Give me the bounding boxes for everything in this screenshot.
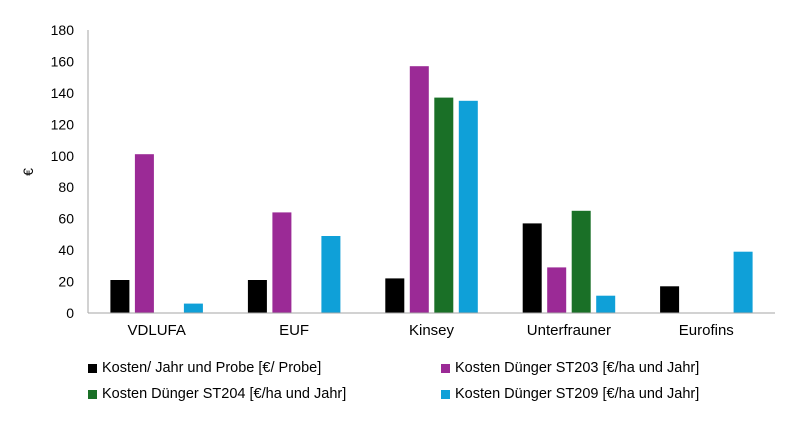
bar [110,280,130,313]
x-tick-label: Unterfrauner [527,322,611,339]
bar [434,97,454,313]
y-axis: 0 20 40 60 80 100 120 140 160 180 [51,22,89,321]
bar [272,212,292,313]
y-tick-label: 120 [51,116,75,132]
y-tick-label: 0 [66,305,74,321]
y-tick-label: 40 [58,242,74,258]
y-axis-label: € [20,168,36,176]
legend-item: Kosten Dünger ST209 [€/ha und Jahr] [441,386,699,402]
bar [596,295,616,313]
legend-label: Kosten Dünger ST209 [€/ha und Jahr] [455,386,700,402]
x-axis: VDLUFA EUF Kinsey Unterfrauner Eurofins [88,312,775,339]
bar [522,223,542,313]
bar [458,100,478,314]
y-tick-label: 160 [51,53,75,69]
bar [547,267,567,313]
legend-item: Kosten Dünger ST203 [€/ha und Jahr] [441,360,699,376]
bar [571,210,591,313]
y-tick-label: 180 [51,22,75,38]
y-tick-label: 100 [51,148,75,164]
bar [247,280,267,313]
legend-swatch [88,363,97,373]
legend-label: Kosten Dünger ST204 [€/ha und Jahr] [102,386,347,402]
y-tick-label: 140 [51,85,75,101]
bar [660,286,680,313]
bar [733,251,753,313]
legend-item: Kosten/ Jahr und Probe [€/ Probe] [88,360,321,376]
legend-swatch [88,389,97,399]
y-tick-label: 80 [58,179,74,195]
y-tick-label: 20 [58,274,74,290]
y-tick-label: 60 [58,211,74,227]
x-tick-label: Eurofins [679,322,734,339]
bar [183,303,203,313]
x-tick-label: VDLUFA [128,322,186,339]
bars [110,66,753,314]
bar [385,278,405,313]
x-tick-label: Kinsey [409,322,455,339]
legend-swatch [441,363,450,373]
x-tick-label: EUF [279,322,309,339]
bar-chart: 0 20 40 60 80 100 120 140 160 180 VDLUFA EUF Kinsey… [20,22,775,339]
bar [134,154,154,313]
legend-swatch [441,389,450,399]
bar [321,236,341,313]
legend-label: Kosten Dünger ST203 [€/ha und Jahr] [455,360,700,376]
bar [409,66,429,313]
legend-item: Kosten Dünger ST204 [€/ha und Jahr] [88,386,346,402]
legend-label: Kosten/ Jahr und Probe [€/ Probe] [102,360,322,376]
